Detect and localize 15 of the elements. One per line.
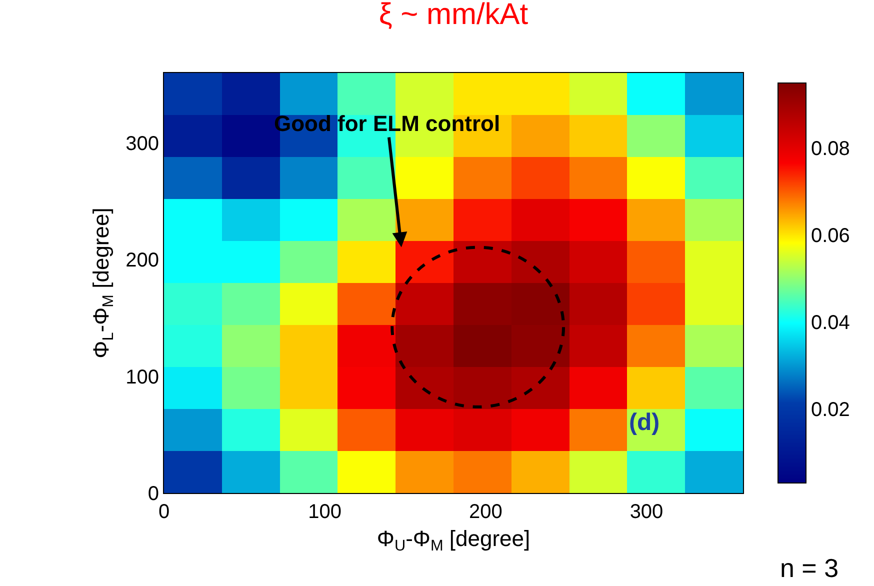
color-bar-label: 0.02 [811,399,850,422]
annotation: (d) [629,409,660,436]
x-tick-label: 200 [468,501,502,523]
x-axis-title: Φ$_{U}$-Φ$_{M}$ [degree] [376,526,530,555]
color-bar-label: 0.04 [811,312,850,334]
text: n = 3 [780,553,839,583]
x-tick-label: 300 [630,501,664,523]
y-tick-label: 200 [126,250,159,272]
color-bar-label: 0.06 [811,225,850,248]
color-bar-label: 0.08 [811,138,850,160]
chart-title: ξ ~ mm/kAt [378,0,529,31]
x-tick-label: 100 [308,501,342,523]
y-tick-label: 100 [126,366,159,388]
y-tick-label: 300 [126,133,159,155]
y-tick-label: 0 [148,483,159,505]
